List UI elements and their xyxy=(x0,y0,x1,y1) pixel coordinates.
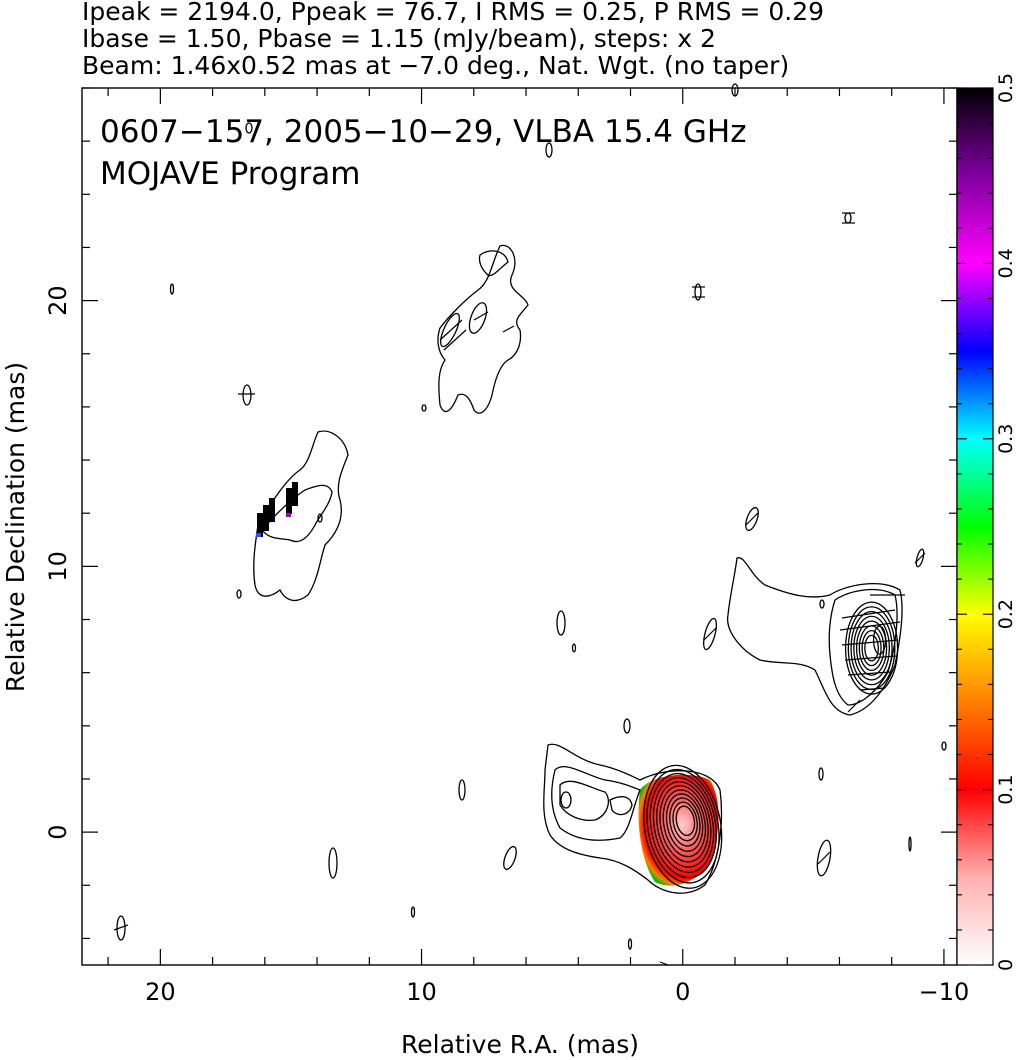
plot-title: 0607−157, 2005−10−29, VLBA 15.4 GHz xyxy=(100,114,746,150)
x-tick-label: 20 xyxy=(145,978,176,1006)
core-contour xyxy=(662,789,707,858)
jet-contour xyxy=(850,610,893,686)
x-tick-label: −10 xyxy=(919,978,970,1006)
colorbar-tick-labels: 0 0.1 0.2 0.3 0.4 0.5 xyxy=(995,73,1017,971)
x-tick-label: 10 xyxy=(406,978,437,1006)
x-tick-label: 0 xyxy=(675,978,690,1006)
header-line-3: Beam: 1.46x0.52 mas at −7.0 deg., Nat. W… xyxy=(82,51,789,80)
y-tick-label: 20 xyxy=(44,285,72,316)
colorbar-tick-label: 0.1 xyxy=(995,774,1017,804)
y-tick-labels: 0 10 20 xyxy=(44,285,72,839)
core-contour xyxy=(659,785,709,863)
colorbar-tick-label: 0.2 xyxy=(995,599,1017,629)
colorbar-tick-label: 0.4 xyxy=(995,248,1017,278)
core-contour xyxy=(669,797,701,847)
core-contour xyxy=(652,776,715,874)
jet-contour xyxy=(864,634,879,662)
core-contour xyxy=(656,781,712,868)
knot-upper xyxy=(421,244,529,414)
jet-contour xyxy=(861,629,882,667)
y-tick-label: 0 xyxy=(44,824,72,839)
core-contour xyxy=(643,764,723,889)
jet-component xyxy=(727,557,905,716)
core-contour xyxy=(649,772,717,879)
noise-features xyxy=(113,83,947,966)
core-contour xyxy=(672,801,698,842)
core-component xyxy=(543,743,723,894)
header-line-2: Ibase = 1.50, Pbase = 1.15 (mJy/beam), s… xyxy=(82,24,716,53)
colorbar-tick-label: 0 xyxy=(995,959,1017,971)
jet-contour xyxy=(853,615,890,681)
plot-frame xyxy=(81,87,958,966)
knot-upper-left xyxy=(236,430,349,602)
y-tick-label: 10 xyxy=(44,551,72,582)
plot-subtitle: MOJAVE Program xyxy=(100,156,360,192)
header-line-1: Ipeak = 2194.0, Ppeak = 76.7, I RMS = 0.… xyxy=(82,0,824,26)
x-axis-label: Relative R.A. (mas) xyxy=(401,1030,639,1059)
colorbar xyxy=(956,87,994,966)
core-contour xyxy=(675,805,696,837)
jet-contour xyxy=(858,625,885,671)
core-contour xyxy=(665,793,704,852)
x-tick-labels: 20 10 0 −10 xyxy=(145,978,969,1006)
y-axis-label: Relative Declination (mas) xyxy=(1,362,30,692)
jet-contour xyxy=(844,601,899,695)
axis-ticks xyxy=(82,87,957,965)
colorbar-tick-label: 0.3 xyxy=(995,424,1017,454)
jet-contour xyxy=(872,625,887,655)
jet-contour xyxy=(847,606,896,690)
core-contour xyxy=(646,768,720,884)
colorbar-ticks xyxy=(957,87,993,966)
jet-contour xyxy=(855,620,888,676)
colorbar-tick-label: 0.5 xyxy=(995,73,1017,103)
